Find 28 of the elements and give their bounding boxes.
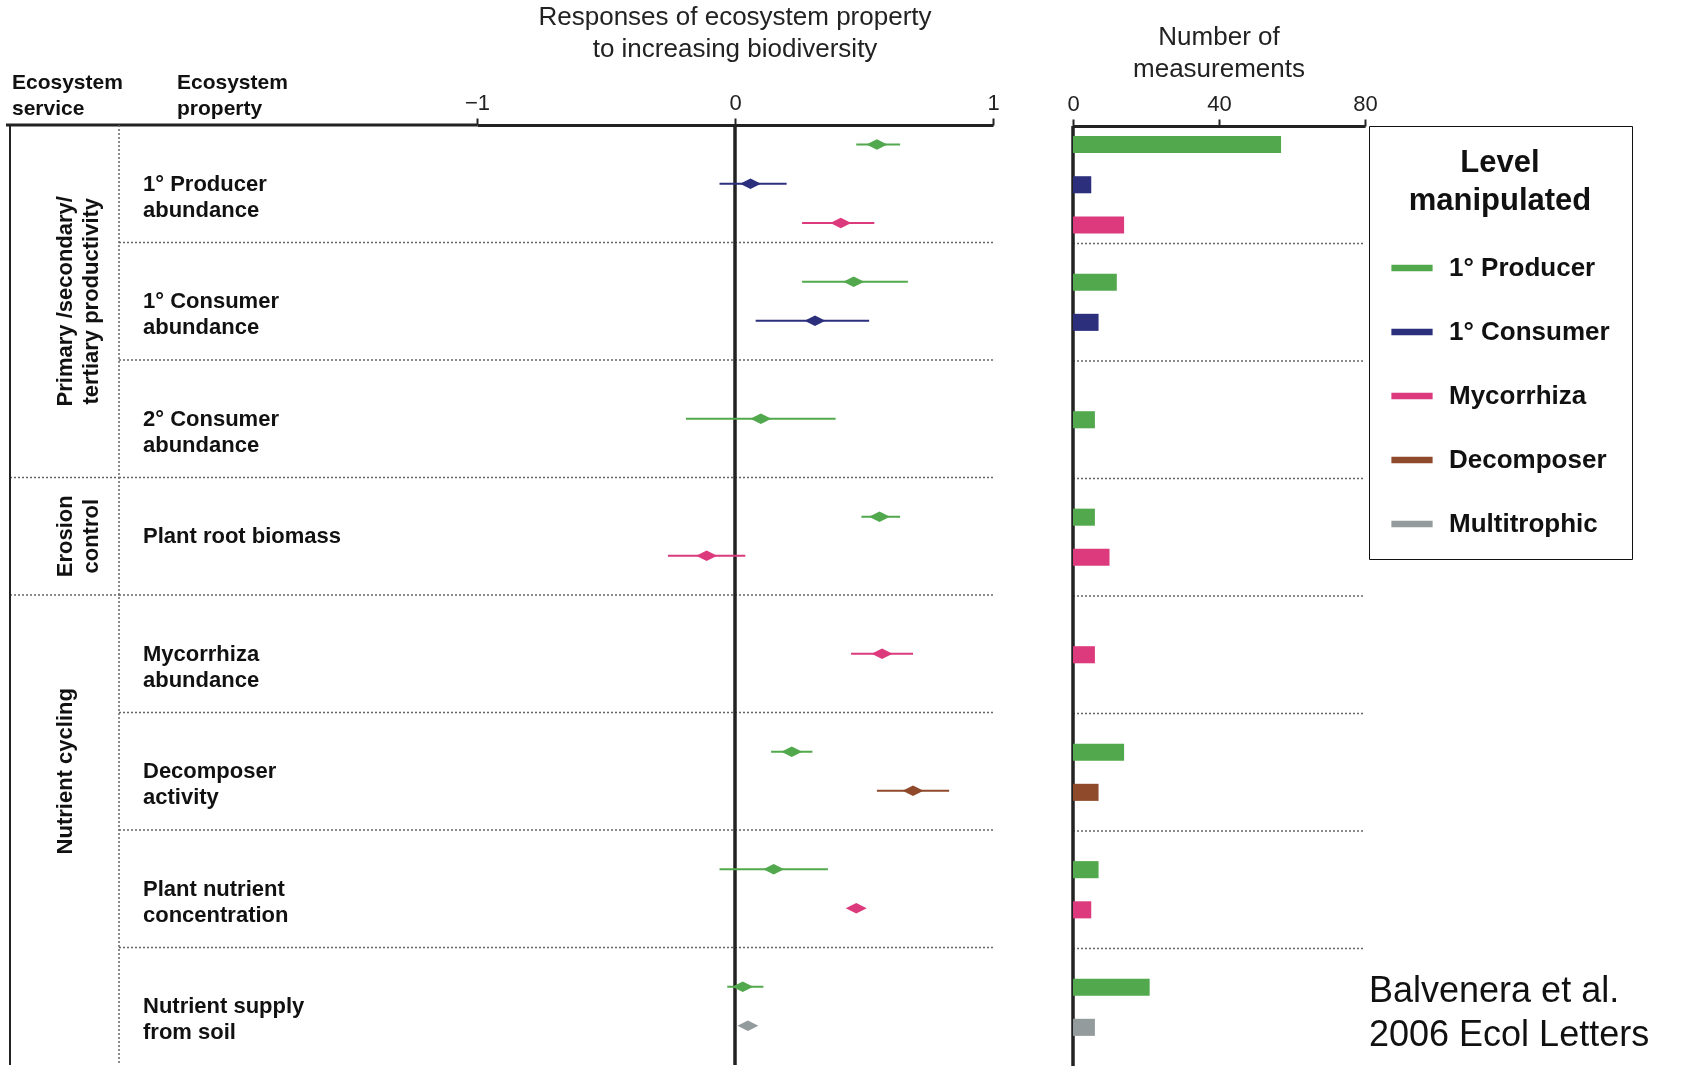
- legend-label: Decomposer: [1449, 444, 1607, 474]
- legend-label: 1° Producer: [1449, 252, 1596, 282]
- y-axis-title: Ecosystem property: [177, 70, 288, 119]
- x-tick-label: 0: [729, 89, 742, 115]
- x-tick-label: 80: [1353, 90, 1378, 116]
- legend-title: Level manipulated: [1408, 144, 1592, 217]
- y2-tick-label: Primary /secondary/ tertiary productivity: [51, 196, 103, 407]
- y-tick-label: 1° Consumer abundance: [143, 288, 280, 340]
- y2-tick-label: Erosion control: [51, 495, 103, 578]
- x-tick-label: 40: [1207, 90, 1232, 116]
- x-tick-label: 0: [1067, 90, 1080, 116]
- legend-label: 1° Consumer: [1449, 316, 1610, 346]
- y-tick-label: 1° Producer abundance: [143, 170, 268, 222]
- y-tick-label: Plant nutrient concentration: [143, 875, 289, 927]
- chart-title: Responses of ecosystem property to increasing biodiversity: [538, 1, 932, 63]
- x-tick-label: −1: [464, 89, 491, 115]
- text: Ecosystem service: [12, 70, 123, 119]
- text: Balvenera et al. 2006 Ecol Letters: [1369, 969, 1650, 1054]
- legend-label: Multitrophic: [1449, 508, 1598, 538]
- y-tick-label: Plant root biomass: [143, 523, 342, 549]
- legend-label: Mycorrhiza: [1449, 380, 1587, 410]
- y-tick-label: Nutrient supply from soil: [143, 993, 306, 1045]
- chart-title: Number of measurements: [1133, 21, 1305, 83]
- y-tick-label: 2° Consumer abundance: [143, 405, 280, 457]
- x-tick-label: 1: [987, 89, 1000, 115]
- y-tick-label: Mycorrhiza abundance: [143, 640, 260, 692]
- y-tick-label: Decomposer activity: [143, 758, 277, 810]
- y2-tick-label: Nutrient cycling: [51, 688, 77, 855]
